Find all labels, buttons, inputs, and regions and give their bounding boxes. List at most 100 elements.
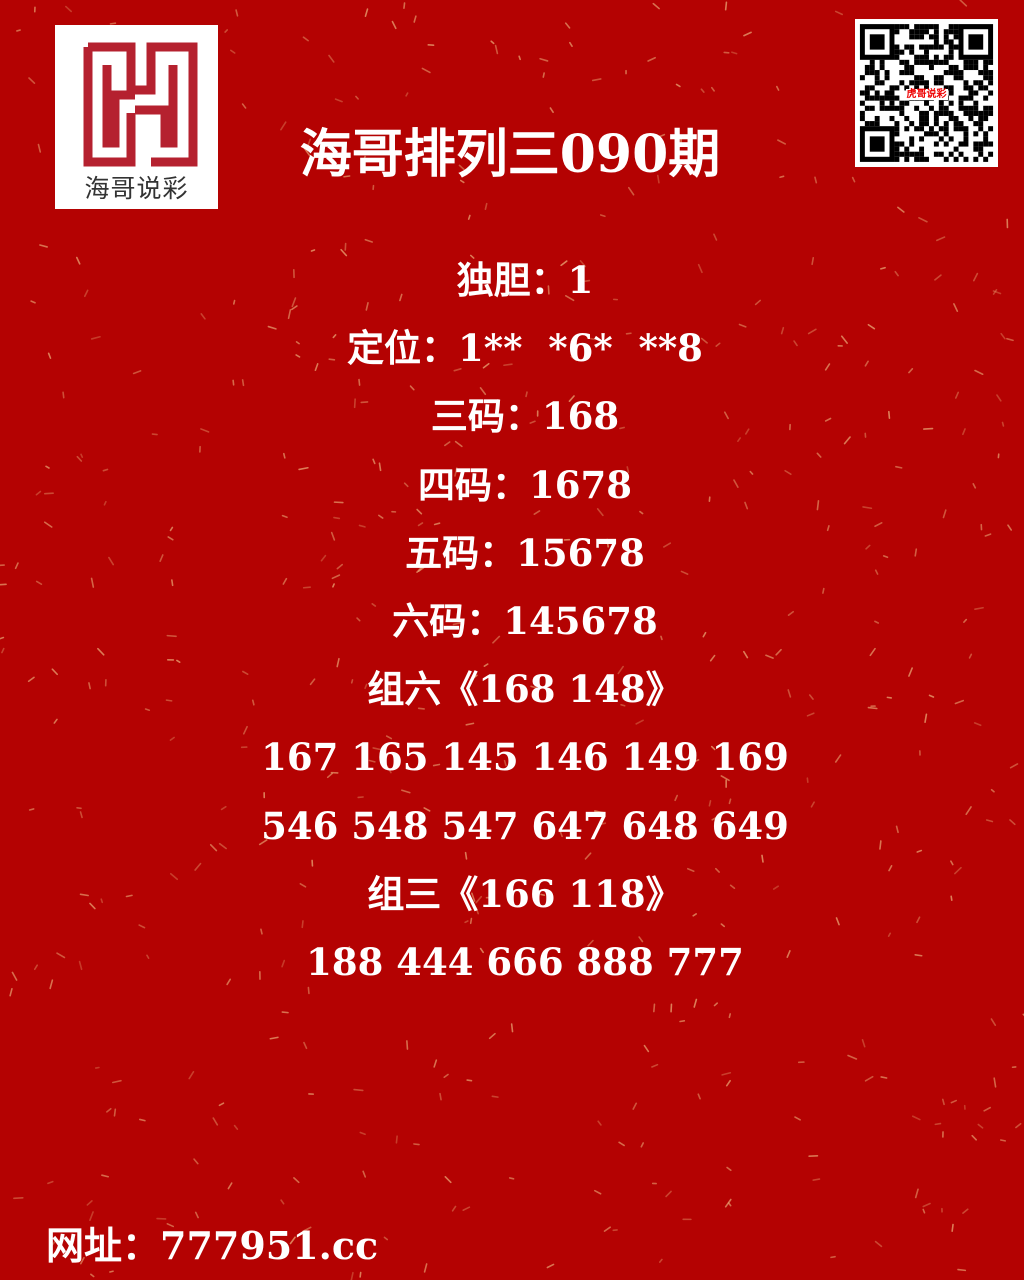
- confetti-fleck: [454, 440, 463, 448]
- confetti-fleck: [954, 699, 965, 705]
- confetti-fleck: [743, 650, 749, 659]
- qr-module: [958, 100, 964, 106]
- qr-module: [973, 90, 979, 96]
- confetti-fleck: [1007, 524, 1012, 531]
- confetti-fleck: [710, 745, 716, 751]
- confetti-fleck: [865, 544, 871, 550]
- qr-module: [978, 126, 984, 132]
- confetti-fleck: [492, 635, 501, 644]
- qr-module: [928, 59, 934, 65]
- qr-module: [914, 75, 920, 81]
- confetti-fleck: [962, 1208, 969, 1214]
- qr-module: [914, 105, 920, 111]
- confetti-fleck: [138, 924, 146, 929]
- line-zuliu-numbers-1: 167 165 145 146 149 169: [261, 735, 789, 780]
- confetti-fleck: [807, 328, 817, 335]
- qr-module: [948, 64, 954, 71]
- confetti-fleck: [212, 1117, 219, 1126]
- confetti-fleck: [13, 1197, 24, 1200]
- qr-module: [968, 115, 974, 122]
- line-zusan: 组三《166 118》: [367, 871, 683, 916]
- confetti-fleck: [405, 812, 416, 818]
- confetti-fleck: [934, 1122, 942, 1126]
- confetti-fleck: [529, 420, 536, 424]
- confetti-fleck: [525, 391, 528, 398]
- qr-module: [909, 121, 915, 127]
- qr-module: [988, 75, 994, 81]
- qr-module: [869, 121, 875, 127]
- confetti-fleck: [333, 516, 341, 520]
- confetti-fleck: [251, 699, 255, 706]
- confetti-fleck: [112, 1079, 122, 1084]
- confetti-fleck: [469, 674, 478, 682]
- confetti-fleck: [235, 9, 239, 17]
- confetti-fleck: [232, 299, 236, 305]
- confetti-fleck: [596, 508, 604, 517]
- confetti-fleck: [336, 563, 343, 570]
- confetti-fleck: [864, 1075, 874, 1082]
- confetti-fleck: [51, 668, 58, 676]
- confetti-fleck: [726, 1166, 732, 1172]
- confetti-fleck: [359, 1271, 362, 1278]
- qr-module: [943, 156, 949, 162]
- confetti-fleck: [824, 417, 832, 422]
- confetti-fleck: [674, 794, 678, 802]
- confetti-fleck: [787, 610, 794, 616]
- confetti-fleck: [880, 1076, 888, 1079]
- qr-module: [894, 44, 900, 50]
- qr-module: [899, 151, 905, 157]
- qr-module: [983, 85, 989, 91]
- qr-module: [899, 49, 905, 55]
- qr-module: [919, 75, 925, 81]
- confetti-fleck: [295, 354, 301, 358]
- confetti-fleck: [626, 466, 630, 474]
- confetti-fleck: [291, 305, 298, 311]
- confetti-fleck: [887, 932, 892, 937]
- confetti-fleck: [697, 1093, 701, 1100]
- confetti-fleck: [765, 654, 774, 659]
- confetti-fleck: [992, 290, 1002, 295]
- confetti-fleck: [330, 531, 336, 541]
- qr-module: [948, 85, 954, 91]
- qr-label-text: 虎哥说彩: [905, 89, 948, 100]
- qr-module: [948, 70, 954, 76]
- qr-module: [963, 59, 969, 65]
- confetti-fleck: [101, 1174, 110, 1178]
- qr-module: [919, 34, 925, 40]
- confetti-fleck: [218, 1102, 225, 1107]
- confetti-fleck: [453, 368, 462, 372]
- confetti-fleck: [218, 842, 227, 850]
- qr-module: [919, 44, 925, 50]
- confetti-fleck: [656, 174, 660, 184]
- qr-module: [988, 105, 994, 111]
- qr-module: [914, 29, 920, 35]
- qr-module: [919, 151, 925, 157]
- confetti-fleck: [413, 15, 417, 23]
- confetti-fleck: [30, 300, 36, 304]
- confetti-fleck: [973, 722, 982, 727]
- confetti-fleck: [594, 1189, 602, 1195]
- confetti-fleck: [816, 452, 822, 458]
- qr-module: [884, 90, 890, 96]
- confetti-fleck: [686, 867, 695, 873]
- qr-module: [963, 85, 969, 91]
- confetti-fleck: [346, 946, 351, 951]
- confetti-fleck: [144, 708, 151, 712]
- qr-module: [968, 95, 974, 101]
- qr-module: [874, 121, 880, 127]
- confetti-fleck: [467, 214, 471, 220]
- qr-module: [919, 80, 925, 86]
- confetti-fleck: [708, 800, 712, 807]
- confetti-fleck: [599, 214, 606, 218]
- confetti-fleck: [638, 936, 644, 943]
- qr-module: [953, 156, 959, 162]
- qr-module: [879, 100, 885, 106]
- qr-module: [894, 151, 900, 157]
- qr-module: [943, 126, 949, 132]
- qr-module: [889, 95, 895, 101]
- confetti-fleck: [469, 917, 473, 925]
- confetti-fleck: [744, 501, 749, 510]
- confetti-fleck: [295, 341, 300, 345]
- confetti-fleck: [359, 1131, 366, 1136]
- qr-module: [983, 95, 989, 101]
